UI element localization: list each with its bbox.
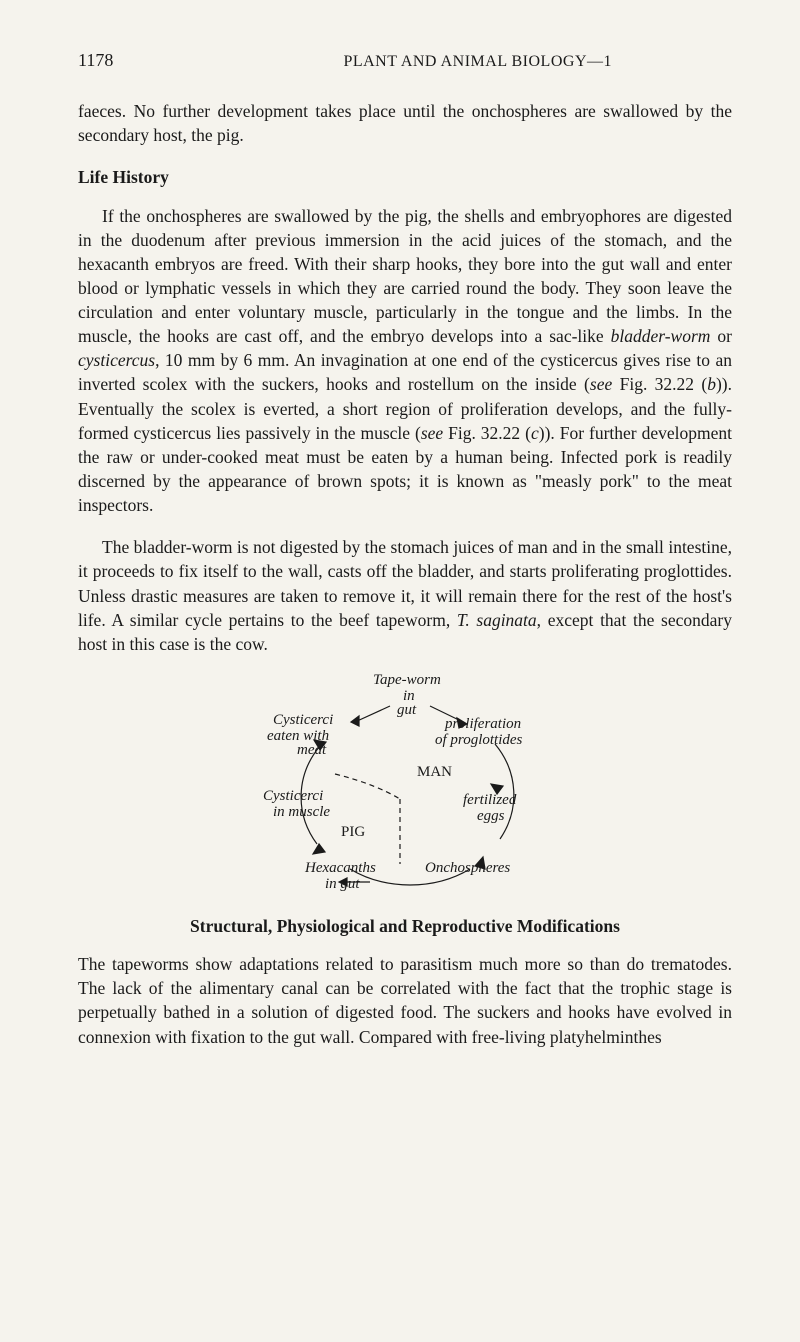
page-header: 1178 PLANT AND ANIMAL BIOLOGY—1 — [78, 48, 732, 73]
divider-dashed — [335, 774, 400, 799]
life-cycle-diagram: Tape-worm in gut Cysticerci eaten with m… — [245, 674, 565, 894]
label-pig: PIG — [341, 822, 365, 843]
arrowhead-top-left — [351, 716, 359, 726]
label-in-gut: in gut — [325, 874, 360, 895]
label-of-proglottides: of proglottides — [435, 730, 522, 751]
label-eggs: eggs — [477, 806, 505, 827]
label-in-muscle: in muscle — [273, 802, 330, 823]
life-cycle-diagram-container: Tape-worm in gut Cysticerci eaten with m… — [78, 674, 732, 894]
intro-paragraph: faeces. No further development takes pla… — [78, 99, 732, 147]
life-history-p2: The bladder-worm is not digested by the … — [78, 535, 732, 656]
arrow-top-left — [355, 706, 390, 722]
life-history-p1: If the onchospheres are swallowed by the… — [78, 204, 732, 518]
label-man: MAN — [417, 762, 452, 783]
arrowhead-muscle — [313, 844, 325, 854]
structural-header: Structural, Physiological and Reproducti… — [78, 914, 732, 938]
life-history-header: Life History — [78, 165, 732, 189]
label-onchospheres: Onchospheres — [425, 858, 510, 879]
label-gut: gut — [397, 700, 416, 721]
page-number: 1178 — [78, 48, 113, 73]
structural-p1: The tapeworms show adaptations related t… — [78, 952, 732, 1049]
book-title: PLANT AND ANIMAL BIOLOGY—1 — [343, 51, 612, 73]
label-meat: meat — [297, 740, 326, 761]
